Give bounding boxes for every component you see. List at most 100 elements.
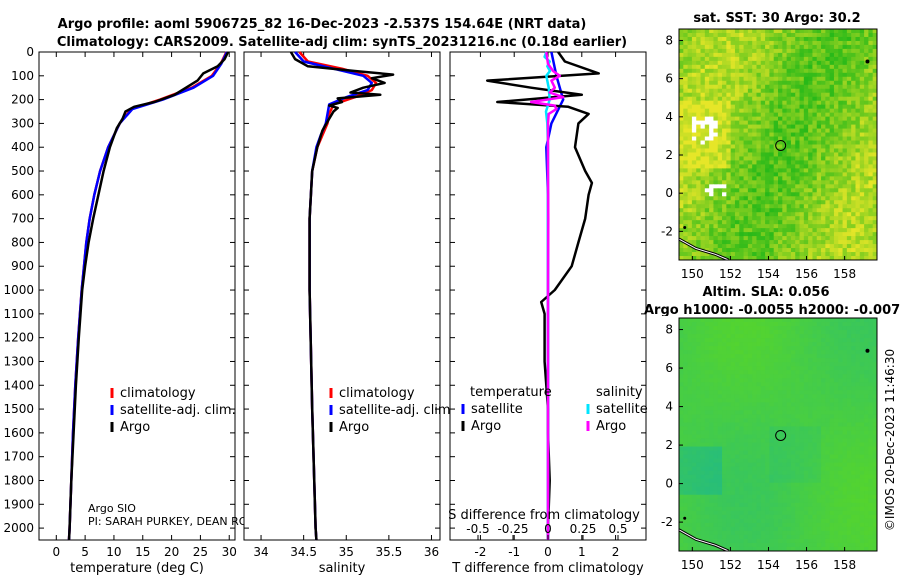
map-cell xyxy=(842,32,848,38)
map-cell xyxy=(700,212,706,217)
map-cell xyxy=(842,216,848,221)
map-cell xyxy=(821,442,826,448)
map-cell xyxy=(679,486,684,492)
map-cell xyxy=(864,374,869,379)
map-cell xyxy=(773,362,779,367)
map-cell xyxy=(786,394,792,399)
map-cell xyxy=(704,104,710,110)
map-cell xyxy=(687,164,693,169)
map-cell xyxy=(747,64,753,70)
map-cell xyxy=(769,350,775,355)
map-cell xyxy=(782,76,788,82)
map-cell xyxy=(838,176,844,181)
map-cell xyxy=(734,208,740,213)
map-cell xyxy=(855,180,861,185)
map-cell xyxy=(812,398,818,403)
map-cell xyxy=(778,116,783,122)
map-cell xyxy=(799,438,805,444)
map-cell xyxy=(679,144,684,150)
map-cell xyxy=(782,96,788,102)
y-tick-label: 1500 xyxy=(3,402,34,416)
map-cell xyxy=(803,100,809,106)
map-cell xyxy=(730,350,736,355)
map-cell xyxy=(683,164,689,169)
map-cell xyxy=(803,120,809,126)
map-cell xyxy=(790,430,796,436)
map-cell xyxy=(808,152,814,158)
map-cell xyxy=(842,330,848,335)
map-cell xyxy=(683,386,689,391)
map-cell xyxy=(782,326,788,331)
map-cell xyxy=(795,180,801,185)
map-cell xyxy=(803,330,809,335)
map-cell xyxy=(803,192,809,197)
map-cell xyxy=(683,326,689,331)
map-cell xyxy=(864,116,869,122)
map-cell xyxy=(868,136,874,142)
map-cell xyxy=(868,96,874,102)
s-tick-label: -0.25 xyxy=(497,522,528,536)
map-cell xyxy=(782,390,788,395)
map-cell xyxy=(739,108,745,114)
map-cell xyxy=(838,458,844,464)
map-cell xyxy=(851,390,857,395)
map-cell xyxy=(825,426,831,432)
map-cell xyxy=(765,192,770,197)
map-cell xyxy=(795,236,801,241)
map-cell xyxy=(679,188,684,193)
map-cell xyxy=(773,76,779,82)
map-cell xyxy=(687,362,693,367)
map-cell xyxy=(842,354,848,359)
map-cell xyxy=(838,148,844,154)
map-cell xyxy=(790,458,796,464)
map-cell xyxy=(683,60,689,66)
map-cell xyxy=(691,252,697,257)
map-cell xyxy=(713,48,719,54)
map-cell xyxy=(838,454,844,460)
map-cell xyxy=(795,434,801,440)
map-cell xyxy=(687,68,693,74)
map-cell xyxy=(838,418,844,424)
map-cell xyxy=(846,216,852,221)
map-cell xyxy=(846,334,852,339)
map-cell xyxy=(821,350,826,355)
map-cell xyxy=(851,120,857,126)
map-cell xyxy=(700,72,706,78)
map-cell xyxy=(773,92,779,98)
map-cell xyxy=(709,128,715,134)
map-cell xyxy=(855,36,861,42)
map-cell xyxy=(752,382,758,387)
map-cell xyxy=(851,454,857,460)
map-cell xyxy=(808,184,814,189)
map-cell xyxy=(756,120,762,126)
map-cell xyxy=(769,80,775,86)
map-cell xyxy=(730,92,736,98)
map-cell xyxy=(713,124,719,130)
map-cell xyxy=(704,326,710,331)
map-cell xyxy=(812,168,818,173)
map-cell xyxy=(743,216,749,221)
map-cell xyxy=(812,490,818,496)
map-cell xyxy=(786,438,792,444)
map-cell xyxy=(756,446,762,452)
map-cell xyxy=(833,422,839,428)
map-cell xyxy=(868,64,874,70)
map-cell xyxy=(846,256,852,260)
map-cell xyxy=(790,232,796,237)
map-cell xyxy=(696,334,702,339)
map-cell xyxy=(752,196,758,201)
map-cell xyxy=(722,454,727,460)
map-cell xyxy=(709,490,715,496)
map-cell xyxy=(803,204,809,209)
map-cell xyxy=(868,44,874,50)
map-cell xyxy=(687,318,693,323)
map-cell xyxy=(816,40,822,46)
map-cell xyxy=(747,390,753,395)
map-cell xyxy=(795,184,801,189)
map-cell xyxy=(868,450,874,456)
map-cell xyxy=(679,228,684,233)
map-cell xyxy=(829,140,835,146)
map-cell xyxy=(726,64,732,70)
map-cell xyxy=(868,180,874,185)
map-cell xyxy=(808,40,814,46)
